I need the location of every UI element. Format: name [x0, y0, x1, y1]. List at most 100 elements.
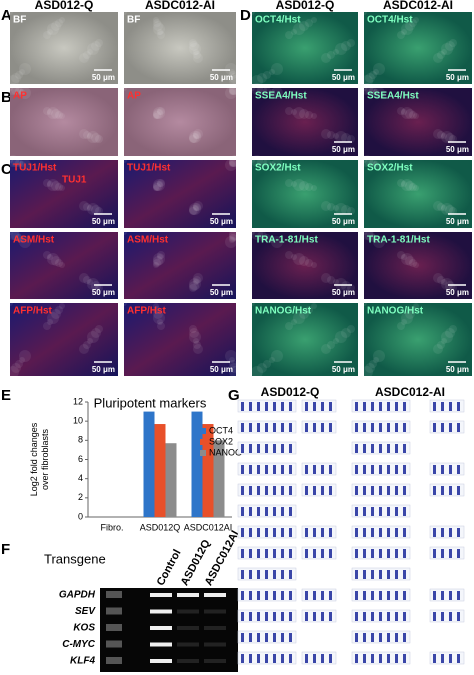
texture [449, 284, 457, 292]
texture [189, 325, 197, 333]
chromosome [355, 465, 358, 474]
texture [153, 17, 159, 23]
texture [373, 89, 379, 95]
texture [305, 111, 313, 119]
texture [405, 109, 415, 119]
chromosome [249, 654, 252, 663]
chromosome [441, 549, 444, 558]
chromosome [265, 591, 268, 600]
micrograph [252, 160, 358, 228]
micrograph [252, 232, 358, 299]
texture [249, 85, 255, 91]
texture [157, 322, 165, 330]
chromosome [433, 486, 436, 495]
scale-bar-label: 50 μm [92, 288, 115, 297]
chromosome [387, 570, 390, 579]
chromosome [441, 423, 444, 432]
chromosome [371, 402, 374, 411]
texture [299, 21, 309, 31]
chromosome [403, 528, 406, 537]
chromosome [289, 507, 292, 516]
gene-label: GAPDH [59, 590, 96, 601]
chromosome [241, 465, 244, 474]
chromosome [387, 528, 390, 537]
chromosome [363, 465, 366, 474]
texture [327, 131, 335, 139]
texture [369, 360, 377, 368]
chromosome [281, 423, 284, 432]
chromosome [289, 423, 292, 432]
texture [189, 41, 199, 51]
chromosome [371, 507, 374, 516]
y-tick-label: 12 [73, 396, 83, 406]
scale-bar-label: 50 μm [210, 217, 233, 226]
chromosome [257, 528, 260, 537]
texture [369, 159, 377, 167]
chromosome [257, 423, 260, 432]
gel-band [177, 626, 199, 630]
texture [87, 338, 93, 344]
gel-band [204, 593, 226, 597]
chromosome [387, 486, 390, 495]
chromosome [441, 654, 444, 663]
image-label: SSEA4/Hst [255, 91, 307, 102]
texture [299, 181, 309, 191]
ladder [106, 607, 122, 615]
texture [413, 262, 419, 268]
texture [361, 229, 367, 235]
chromosome [273, 591, 276, 600]
texture [157, 254, 163, 260]
texture [193, 203, 201, 211]
texture [445, 41, 455, 51]
texture [19, 159, 31, 171]
chromosome [387, 423, 390, 432]
chromosome [363, 549, 366, 558]
chromosome [265, 570, 268, 579]
chromosome [441, 612, 444, 621]
chromosome [273, 465, 276, 474]
texture [251, 155, 263, 167]
chromosome-row [301, 525, 337, 539]
y-axis-label: Log2 fold changesover fibroblasts [29, 422, 50, 496]
chromosome [457, 654, 460, 663]
texture [95, 135, 103, 143]
micrograph [252, 303, 358, 376]
texture [121, 300, 127, 306]
chromosome [379, 633, 382, 642]
chromosome-row [429, 399, 465, 413]
chromosome [313, 486, 316, 495]
column-header: ASDC012-AI [375, 385, 445, 399]
texture [91, 281, 101, 291]
texture [225, 87, 237, 99]
image-label: OCT4/Hst [255, 15, 301, 26]
image-label: ASM/Hst [13, 235, 55, 246]
scale-bar-label: 50 μm [446, 365, 469, 374]
chromosome [449, 528, 452, 537]
texture [445, 281, 455, 291]
chromosome [329, 402, 332, 411]
texture [189, 284, 197, 292]
chromosome [395, 528, 398, 537]
chromosome [379, 570, 382, 579]
chromosome [363, 633, 366, 642]
chromosome [281, 612, 284, 621]
chromosome [355, 528, 358, 537]
chromosome [371, 612, 374, 621]
chromosome [249, 591, 252, 600]
texture [193, 273, 203, 283]
chromosome [265, 549, 268, 558]
texture [11, 157, 21, 167]
texture [15, 360, 23, 368]
texture [7, 75, 19, 87]
texture [285, 251, 293, 259]
chromosome [265, 465, 268, 474]
chromosome [449, 591, 452, 600]
scale-bar-label: 50 μm [332, 145, 355, 154]
texture [19, 69, 25, 75]
texture [189, 207, 197, 215]
texture [229, 228, 241, 240]
chromosome [241, 528, 244, 537]
texture [401, 107, 413, 119]
texture [15, 71, 23, 79]
texture [441, 49, 447, 55]
